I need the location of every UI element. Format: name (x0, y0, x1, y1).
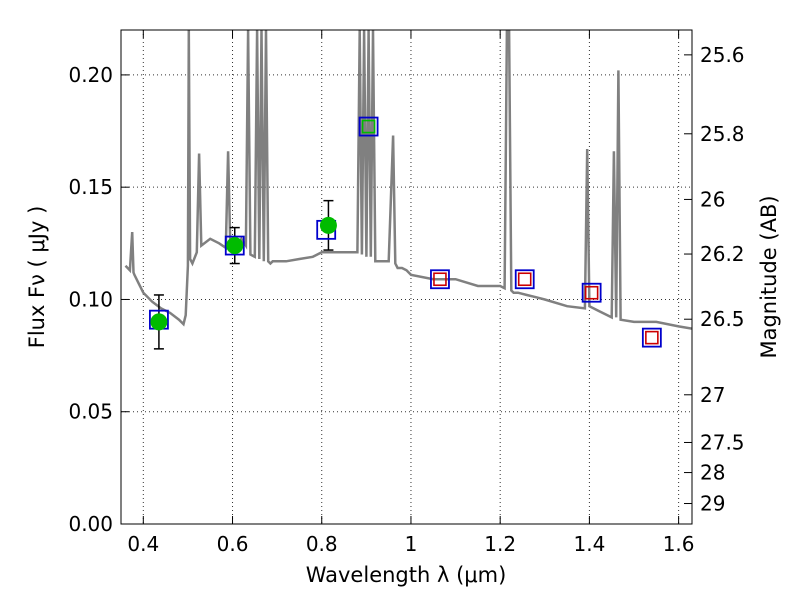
model-point-blue (581, 282, 602, 303)
observed-point (319, 216, 337, 234)
x-tick-label: 1 (405, 532, 418, 556)
observed-point (150, 313, 168, 331)
model-spectrum (124, 30, 692, 330)
model-point-green (361, 119, 376, 134)
observed-point (226, 237, 244, 255)
model-point-red (433, 272, 447, 287)
axis-ticks: 0.4 0.6 0.8 1 1.2 1.4 1.6 0.00 0.05 0.10 0.15 0.20 2… (68, 30, 745, 556)
model-point-blue (641, 327, 662, 348)
model-point-blue (224, 235, 245, 256)
model-point-blue (358, 116, 379, 137)
y-tick-label: 0.10 (68, 287, 113, 311)
right-tick-label: 25.6 (700, 43, 745, 67)
model-point-red (517, 272, 532, 287)
right-tick-label: 27 (700, 383, 725, 407)
grid-lines (121, 30, 692, 525)
right-tick-label: 29 (700, 492, 725, 516)
right-tick-label: 28 (700, 461, 725, 485)
x-tick-label: 1.2 (484, 532, 516, 556)
y-tick-label: 0.15 (68, 175, 113, 199)
x-axis-label: Wavelength λ (μm) (306, 563, 507, 587)
x-tick-label: 0.8 (306, 532, 338, 556)
x-tick-label: 0.4 (127, 532, 159, 556)
x-tick-label: 1.4 (573, 532, 605, 556)
right-tick-label: 26.2 (700, 242, 745, 266)
y-tick-label: 0.00 (68, 512, 113, 536)
model-point-blue (430, 269, 450, 290)
right-tick-label: 25.8 (700, 122, 745, 146)
x-tick-label: 1.6 (663, 532, 695, 556)
x-tick-label: 0.6 (217, 532, 249, 556)
right-tick-label: 27.5 (700, 430, 745, 454)
plot-frame (120, 29, 693, 525)
right-axis-label: Magnitude (AB) (757, 195, 781, 358)
spectrum-line (124, 30, 692, 330)
y-tick-label: 0.20 (68, 63, 113, 87)
right-tick-label: 26.5 (700, 307, 745, 331)
model-point-red (584, 285, 599, 300)
model-point-blue (514, 269, 535, 290)
model-point-red (645, 330, 659, 345)
y-axis-label: Flux Fν ( μJy ) (25, 206, 49, 349)
photometry-points (149, 116, 662, 350)
right-tick-label: 26 (700, 187, 725, 211)
y-tick-label: 0.05 (68, 400, 113, 424)
